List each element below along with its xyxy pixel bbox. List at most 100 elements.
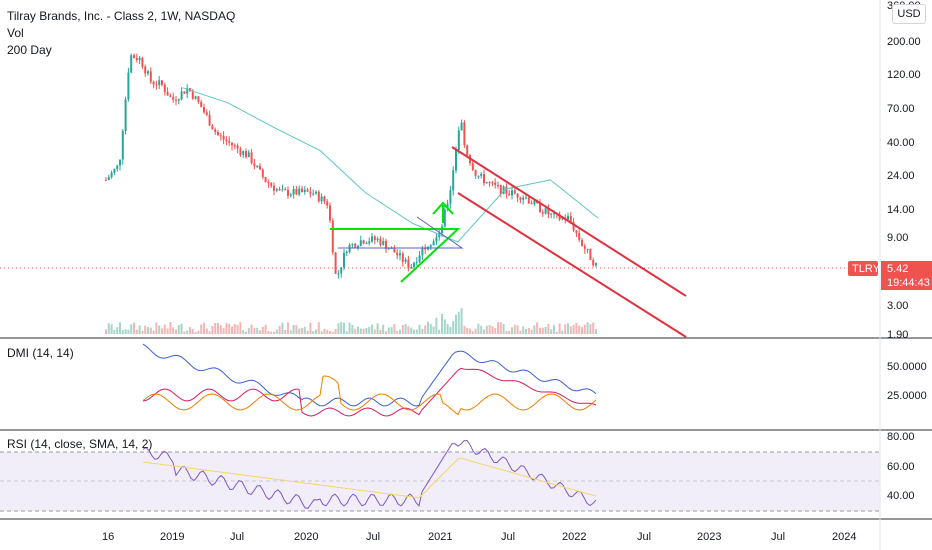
volume-bar — [250, 324, 253, 334]
time-axis[interactable]: 16 2019 Jul 2020 Jul 2021 Jul 2022 Jul 2… — [102, 531, 856, 543]
volume-bar — [418, 324, 421, 334]
volume-bar — [259, 330, 261, 334]
candle-body — [203, 107, 205, 113]
volume-bar — [256, 327, 259, 334]
volume-bar — [191, 329, 194, 334]
volume-bar — [550, 329, 553, 334]
volume-bar — [127, 329, 130, 334]
volume-bar — [558, 323, 561, 334]
candle-body — [491, 182, 494, 184]
candle-body — [245, 151, 247, 158]
rsi-line — [142, 439, 597, 509]
candle-body — [177, 99, 180, 101]
candle-body — [365, 243, 368, 245]
volume-bar — [399, 329, 401, 334]
channel-lower — [457, 192, 687, 338]
volume-bar — [113, 329, 116, 334]
drawings — [330, 146, 687, 338]
candle-body — [152, 81, 155, 85]
volume-bar — [469, 328, 471, 334]
volume-bar — [457, 311, 460, 334]
volume-bar — [553, 325, 555, 334]
candle-body — [228, 141, 231, 143]
candle-body — [250, 152, 253, 164]
dmi-label: DMI (14, 14) — [7, 346, 74, 360]
volume-bar — [595, 329, 597, 334]
volume-bar — [359, 328, 362, 334]
chart-title: Tilray Brands, Inc. - Class 2, 1W, NASDA… — [7, 9, 235, 23]
volume-bars — [105, 308, 597, 334]
volume-bar — [301, 328, 303, 334]
candle-body — [317, 191, 320, 202]
candle-body — [267, 182, 270, 184]
candle-body — [460, 122, 463, 131]
volume-bar — [491, 326, 494, 334]
candle-body — [446, 203, 449, 210]
volume-bar — [488, 324, 491, 334]
volume-bar — [273, 331, 275, 334]
volume-bar — [586, 322, 589, 334]
candle-body — [147, 71, 149, 74]
volume-bar — [337, 323, 340, 334]
candle-body — [550, 213, 553, 215]
candle-body — [183, 91, 186, 94]
candle-body — [595, 262, 597, 266]
volume-bar — [362, 328, 365, 334]
volume-bar — [452, 321, 455, 334]
volume-bar — [351, 324, 354, 334]
volume-bar — [189, 327, 191, 334]
candle-body — [200, 101, 203, 108]
volume-bar — [567, 323, 569, 334]
price-axis[interactable]: 360.00 200.00 120.00 70.00 40.00 24.00 1… — [887, 0, 921, 341]
candle-body — [261, 169, 264, 178]
candle-body — [373, 236, 376, 241]
candle-body — [558, 214, 561, 220]
volume-bar — [152, 330, 155, 334]
candle-body — [169, 95, 172, 97]
volume-bar — [348, 322, 351, 334]
volume-bar — [261, 326, 264, 334]
volume-bar — [499, 322, 502, 334]
candle-body — [191, 90, 194, 99]
volume-bar — [309, 322, 312, 334]
volume-bar — [186, 330, 189, 334]
volume-bar — [315, 329, 317, 334]
candle-body — [124, 99, 127, 132]
candle-body — [287, 189, 289, 196]
price-tick: 200.00 — [887, 36, 921, 48]
candle-body — [329, 205, 331, 221]
volume-bar — [214, 322, 217, 334]
volume-bar — [373, 329, 376, 334]
candle-body — [275, 189, 278, 191]
volume-bar — [340, 322, 343, 334]
candle-body — [273, 185, 275, 191]
candle-body — [466, 145, 469, 156]
volume-bar — [144, 325, 147, 334]
candle-body — [158, 80, 161, 86]
candle-body — [116, 165, 119, 169]
volume-bar — [477, 323, 480, 334]
volume-bar — [303, 326, 306, 334]
volume-bar — [110, 324, 113, 334]
volume-bar — [483, 329, 485, 334]
volume-bar — [443, 319, 446, 334]
volume-bar — [239, 322, 242, 334]
volume-bar — [253, 328, 256, 334]
candle-body — [247, 152, 250, 158]
volume-bar — [183, 331, 186, 334]
volume-bar — [592, 322, 595, 334]
currency-button[interactable]: USD — [892, 4, 926, 24]
candle-body — [121, 131, 124, 160]
volume-bar — [438, 329, 441, 334]
volume-bar — [368, 326, 371, 334]
volume-bar — [149, 327, 152, 334]
volume-bar — [219, 325, 222, 334]
candle-body — [533, 200, 536, 205]
volume-bar — [208, 331, 211, 334]
candle-body — [382, 240, 385, 245]
price-tick: 40.00 — [887, 137, 915, 149]
candle-body — [292, 188, 295, 195]
volume-bar — [295, 324, 298, 334]
candle-body — [343, 252, 345, 268]
